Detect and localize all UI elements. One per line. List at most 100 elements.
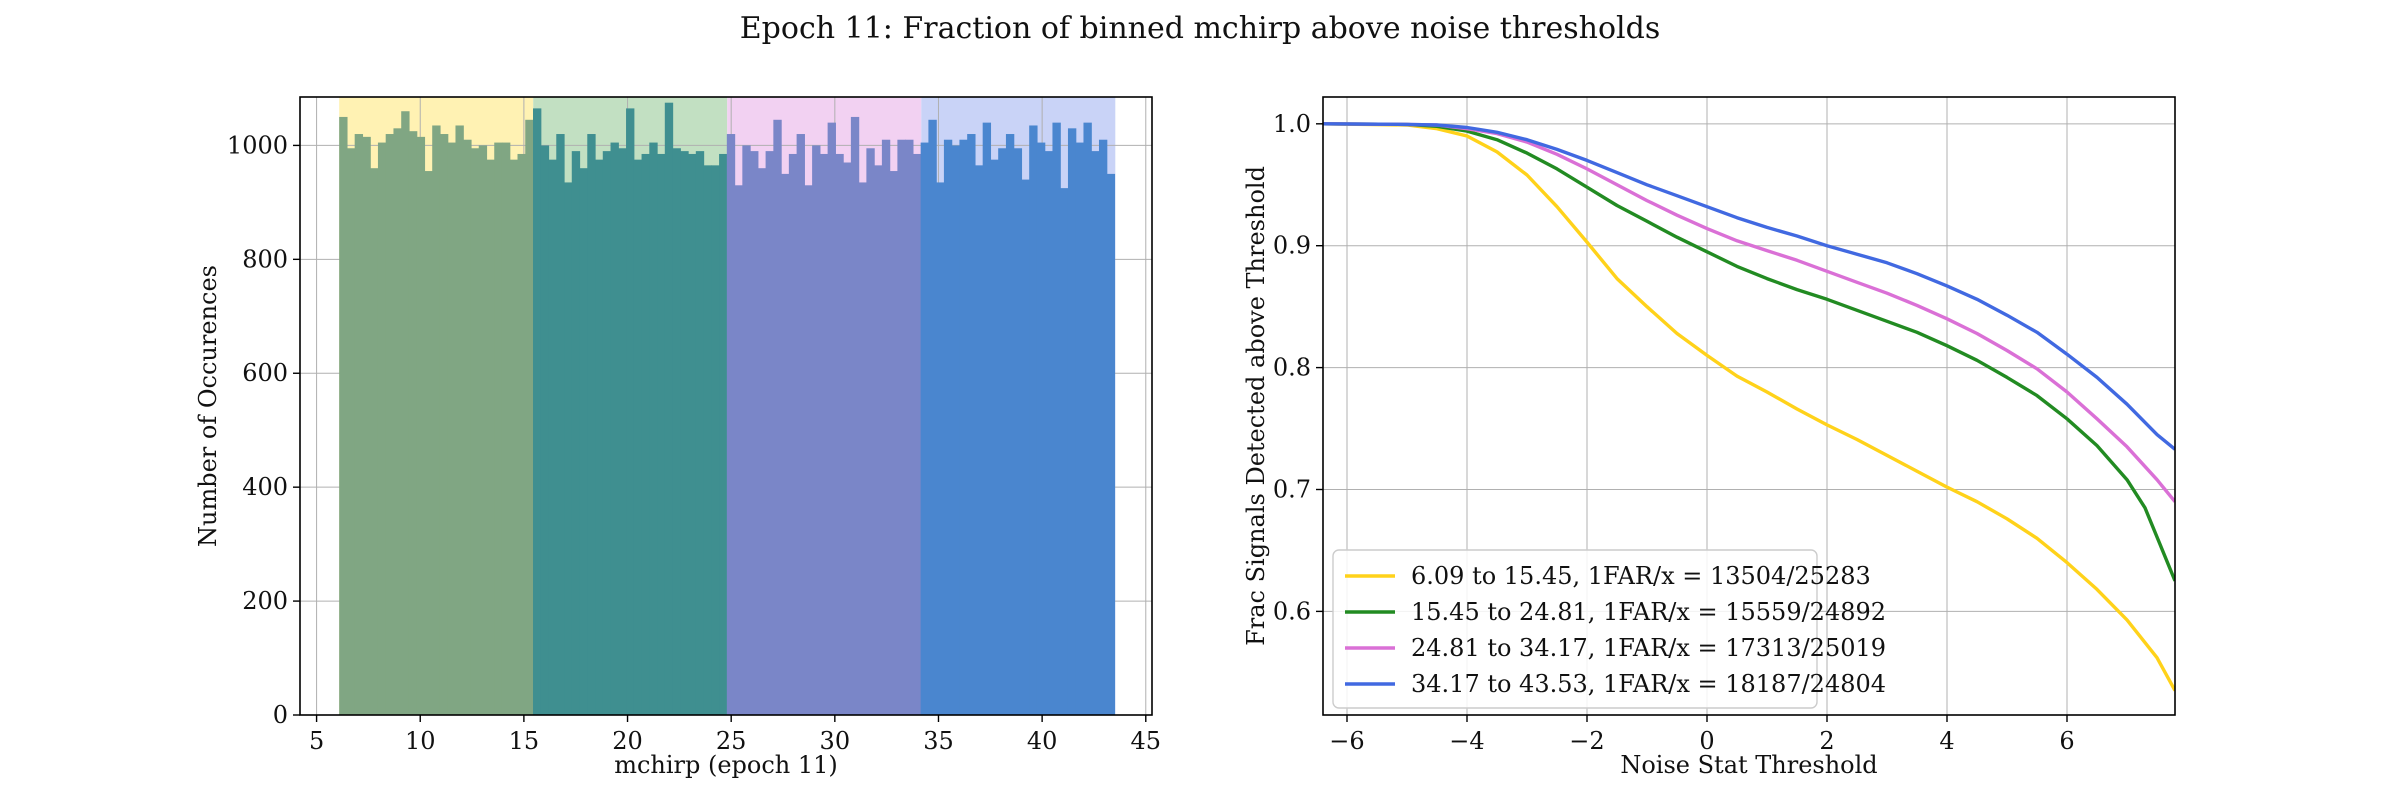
histogram-bar — [866, 148, 875, 715]
y-tick-label: 0.9 — [1273, 232, 1311, 260]
line-x-ticks: −6 −4 −2 0 2 4 6 — [1329, 715, 2075, 755]
histogram-bar — [1060, 188, 1069, 715]
histogram-bar — [370, 168, 379, 716]
histogram-bar — [1005, 134, 1015, 715]
x-tick-label: 20 — [612, 727, 643, 755]
histogram-bar — [540, 145, 550, 716]
histogram-bar — [346, 148, 356, 715]
x-tick-label: 25 — [716, 727, 747, 755]
histogram-bar — [664, 102, 674, 715]
histogram-bar — [470, 148, 480, 715]
histogram-bar — [579, 168, 588, 716]
line-x-axis-label: Noise Stat Threshold — [1620, 751, 1877, 779]
histogram-bar — [688, 153, 697, 716]
histogram-bar — [835, 153, 844, 716]
y-tick-label: 600 — [242, 359, 288, 387]
y-tick-label: 0.8 — [1273, 354, 1311, 382]
histogram-bar — [556, 134, 565, 715]
histogram-bar — [827, 122, 836, 715]
histogram-bar — [990, 159, 999, 716]
histogram-bar — [742, 145, 751, 716]
x-tick-label: 6 — [2059, 727, 2074, 755]
histogram-bar — [750, 151, 759, 715]
series-line-3 — [1323, 122, 2175, 503]
histogram-bar — [509, 159, 519, 716]
y-tick-label: 1000 — [227, 131, 288, 159]
line-y-axis-label: Frac Signals Detected above Threshold — [1242, 166, 1270, 646]
histogram-bar — [1021, 179, 1030, 716]
x-tick-label: 35 — [923, 727, 954, 755]
histogram-bar — [501, 142, 511, 715]
histogram-bar — [1098, 139, 1108, 716]
histogram-bar — [672, 148, 681, 715]
x-tick-label: 5 — [309, 727, 324, 755]
histogram-bar — [494, 142, 503, 715]
histogram-bar — [1083, 122, 1092, 715]
histogram-bar — [711, 165, 720, 716]
histogram-bar — [401, 111, 410, 716]
histogram-bar — [912, 153, 922, 716]
line-panel: −6 −4 −2 0 2 4 6 0.6 0.7 0.8 0.9 1.0 Noise Stat Th… — [1242, 96, 2176, 779]
line-frame — [1322, 96, 2176, 716]
x-tick-label: −2 — [1569, 727, 1604, 755]
histogram-bar — [951, 145, 961, 716]
series-line-1 — [1323, 122, 2175, 692]
histogram-bar — [974, 165, 984, 716]
x-tick-label: −6 — [1329, 727, 1364, 755]
histogram-bar — [726, 134, 736, 715]
x-tick-label: 45 — [1131, 727, 1162, 755]
histogram-bar — [967, 134, 976, 715]
line-y-ticks: 0.6 0.7 0.8 0.9 1.0 — [1273, 110, 1323, 625]
y-tick-label: 200 — [242, 587, 288, 615]
histogram-bar — [602, 151, 612, 715]
legend-label: 24.81 to 34.17, 1FAR/x = 17313/25019 — [1411, 634, 1886, 662]
histogram-bar — [773, 119, 782, 716]
histogram-bar — [757, 168, 767, 716]
histogram-bar — [920, 142, 930, 715]
histogram-bar — [928, 119, 937, 716]
histogram-y-ticks: 0 200 400 600 800 1000 — [227, 131, 300, 729]
histogram-bar — [889, 171, 898, 715]
histogram-bar — [517, 153, 526, 716]
histogram-bar — [525, 119, 534, 716]
histogram-bar — [478, 145, 488, 716]
x-tick-label: 15 — [509, 727, 540, 755]
histogram-bar — [1067, 128, 1077, 715]
histogram-bar — [858, 182, 867, 715]
legend-label: 34.17 to 43.53, 1FAR/x = 18187/24804 — [1411, 670, 1886, 698]
histogram-bar — [998, 148, 1007, 715]
histogram-bar — [905, 139, 914, 716]
histogram-bar — [804, 185, 813, 716]
y-tick-label: 0.6 — [1273, 597, 1311, 625]
legend-label: 6.09 to 15.45, 1FAR/x = 13504/25283 — [1411, 562, 1871, 590]
legend-frame — [1332, 549, 1818, 709]
histogram-bar — [432, 125, 441, 716]
x-tick-label: 30 — [820, 727, 851, 755]
histogram-bar — [1036, 142, 1046, 715]
x-tick-label: 40 — [1027, 727, 1058, 755]
histogram-bar — [408, 131, 418, 715]
x-tick-label: 4 — [1939, 727, 1954, 755]
x-tick-label: 0 — [1699, 727, 1714, 755]
histogram-bar — [936, 182, 945, 715]
histogram-bar — [463, 139, 472, 716]
histogram-bar — [595, 159, 604, 716]
histogram-bar — [587, 134, 596, 715]
histogram-bar — [1044, 151, 1054, 715]
histogram-bar — [765, 151, 774, 715]
histogram-bar — [626, 108, 635, 715]
histogram-bar — [982, 122, 992, 715]
figure-suptitle: Epoch 11: Fraction of binned mchirp abov… — [740, 11, 1660, 46]
histogram-bar — [610, 142, 619, 715]
y-tick-label: 0 — [273, 701, 288, 729]
histogram-bar — [657, 153, 666, 716]
histogram-panel: 5 10 15 20 25 30 35 40 45 0 200 400 600 800 1000 mchi… — [194, 96, 1161, 779]
histogram-bar — [416, 136, 426, 715]
line-series-group — [1323, 122, 2175, 692]
histogram-x-ticks: 5 10 15 20 25 30 35 40 45 — [309, 715, 1161, 755]
histogram-bar — [548, 159, 557, 716]
histogram-bar — [385, 134, 395, 715]
y-tick-label: 0.7 — [1273, 475, 1311, 503]
histogram-bar — [1075, 142, 1085, 715]
histogram-bar — [641, 153, 650, 716]
